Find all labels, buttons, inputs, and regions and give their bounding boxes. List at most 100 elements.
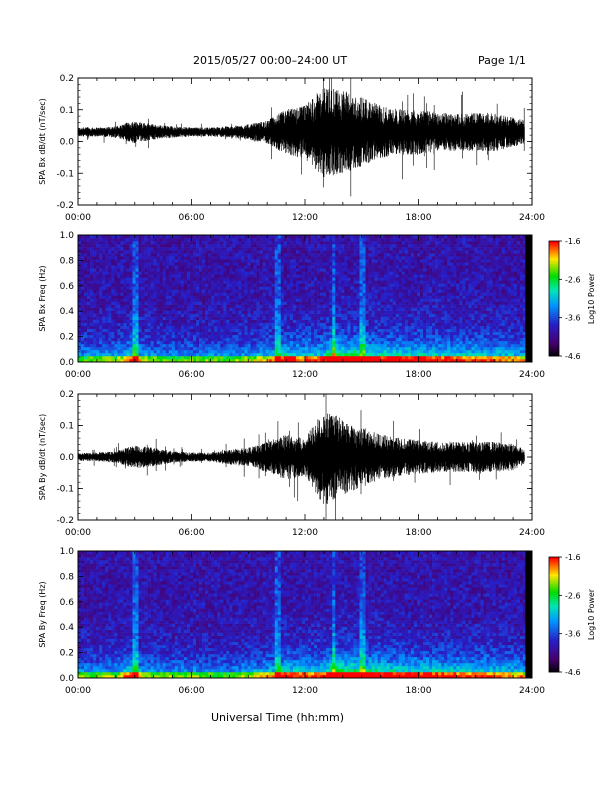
spectrogram-cell: [99, 301, 103, 305]
spectrogram-cell: [413, 256, 418, 260]
spectrogram-cell: [135, 259, 139, 263]
spectrogram-cell: [199, 358, 203, 363]
spectrogram-cell: [78, 337, 82, 342]
spectrogram-cell: [398, 244, 403, 248]
spectrogram-cell: [196, 301, 200, 305]
spectrogram-cell: [138, 235, 142, 239]
spectrogram-cell: [165, 268, 170, 272]
spectrogram-cell: [208, 304, 212, 308]
spectrogram-cell: [298, 283, 303, 287]
spectrogram-cell: [156, 235, 161, 239]
spectrogram-cell: [338, 256, 342, 260]
spectrogram-cell: [320, 283, 324, 287]
spectrogram-cell: [129, 244, 133, 248]
spectrogram-cell: [401, 250, 406, 254]
spectrogram-cell: [383, 340, 388, 345]
spectrogram-cell: [180, 241, 185, 245]
spectrogram-cell: [193, 289, 197, 293]
spectrogram-cell: [102, 337, 106, 342]
spectrogram-cell: [362, 346, 366, 351]
spectrogram-cell: [320, 301, 324, 305]
spectrogram-cell: [368, 259, 372, 263]
spectrogram-cell: [183, 316, 188, 320]
spectrogram-cell: [247, 235, 251, 239]
spectrogram-cell: [174, 355, 179, 360]
spectrogram-cell: [159, 280, 164, 284]
spectrogram-cell: [392, 316, 397, 320]
spectrogram-cell: [426, 328, 430, 333]
spectrogram-cell: [208, 259, 212, 263]
spectrogram-cell: [126, 349, 130, 354]
spectrogram-cell: [108, 277, 112, 281]
spectrogram-cell: [156, 310, 161, 314]
spectrogram-cell: [96, 241, 100, 245]
spectrogram-cell: [308, 241, 312, 245]
spectrogram-cell: [87, 331, 91, 336]
spectrogram-cell: [368, 349, 372, 354]
spectrogram-cell: [338, 244, 342, 248]
spectrogram-cell: [205, 325, 209, 330]
spectrogram-cell: [177, 247, 182, 251]
spectrogram-cell: [202, 244, 206, 248]
spectrogram-cell: [320, 238, 324, 242]
spectrogram-cell: [217, 343, 221, 348]
spectrogram-cell: [99, 313, 103, 317]
spectrogram-cell: [323, 259, 327, 263]
spectrogram-cell: [332, 307, 336, 311]
spectrogram-cell: [416, 316, 421, 320]
spectrogram-cell: [241, 256, 245, 260]
spectrogram-cell: [305, 328, 309, 333]
spectrogram-cell: [268, 274, 273, 278]
spectrogram-cell: [117, 295, 121, 299]
spectrogram-cell: [350, 253, 354, 257]
spectrogram-cell: [105, 235, 109, 239]
spectrogram-cell: [314, 304, 318, 308]
spectrogram-cell: [196, 250, 200, 254]
spectrogram-cell: [168, 337, 173, 342]
spectrogram-cell: [265, 310, 269, 314]
spectrogram-cell: [347, 337, 351, 342]
spectrogram-cell: [114, 316, 118, 320]
spectrogram-cell: [274, 301, 279, 305]
spectrogram-cell: [365, 250, 369, 254]
spectrogram-cell: [241, 331, 245, 336]
spectrogram-cell: [183, 307, 188, 311]
spectrogram-cell: [289, 310, 294, 314]
spectrogram-cell: [177, 313, 182, 317]
spectrogram-cell: [111, 271, 115, 275]
spectrogram-cell: [395, 343, 400, 348]
spectrogram-cell: [96, 256, 100, 260]
spectrogram-cell: [223, 262, 227, 266]
spectrogram-cell: [353, 253, 357, 257]
spectrogram-cell: [96, 325, 100, 330]
spectrogram-cell: [168, 316, 173, 320]
spectrogram-cell: [171, 298, 176, 302]
spectrogram-cell: [99, 286, 103, 290]
spectrogram-cell: [335, 274, 339, 278]
spectrogram-cell: [126, 346, 130, 351]
spectrogram-cell: [298, 262, 303, 266]
spectrogram-cell: [295, 328, 300, 333]
spectrogram-cell: [329, 298, 333, 302]
spectrogram-cell: [268, 289, 273, 293]
spectrogram-cell: [283, 346, 288, 351]
spectrogram-cell: [362, 355, 366, 360]
spectrogram-cell: [323, 316, 327, 320]
spectrogram-cell: [410, 292, 415, 296]
spectrogram-cell: [359, 343, 363, 348]
spectrogram-cell: [289, 271, 294, 275]
spectrogram-cell: [114, 271, 118, 275]
spectrogram-cell: [223, 289, 227, 293]
spectrogram-cell: [350, 292, 354, 296]
spectrogram-cell: [320, 319, 324, 323]
spectrogram-cell: [311, 268, 315, 272]
spectrogram-cell: [126, 337, 130, 342]
spectrogram-cell: [129, 346, 133, 351]
spectrogram-cell: [241, 277, 245, 281]
spectrogram-cell: [292, 295, 297, 299]
spectrogram-cell: [265, 319, 269, 323]
spectrogram-cell: [90, 313, 94, 317]
spectrogram-cell: [105, 286, 109, 290]
spectrogram-cell: [265, 340, 269, 345]
spectrogram-cell: [338, 334, 342, 339]
